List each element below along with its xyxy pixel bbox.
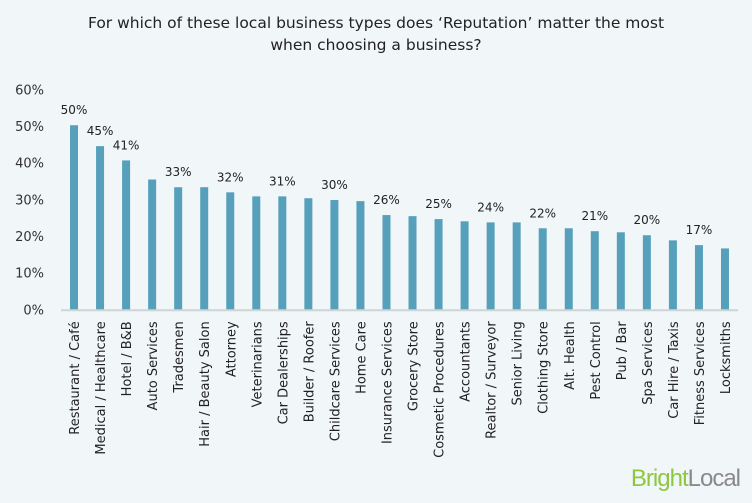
x-category-label: Car Dealerships [276,321,291,424]
data-label: 25% [425,197,452,211]
data-label: 26% [373,193,400,207]
data-label: 20% [634,213,661,227]
bar [720,248,729,310]
bar [616,232,625,310]
bar [668,240,677,310]
x-category-label: Pub / Bar [615,321,630,381]
bar [434,219,443,310]
chart-title: For which of these local business types … [0,12,752,56]
x-category-label: Car Hire / Taxis [667,321,682,419]
bar [408,216,417,310]
data-label: 31% [269,174,296,188]
bar [200,187,209,310]
bar [512,222,521,310]
x-category-label: Fitness Services [693,321,708,425]
x-category-label: Veterinarians [250,321,265,407]
x-category-label: Senior Living [511,321,526,405]
chart-title-line-1: For which of these local business types … [87,14,665,32]
x-category-label: Locksmiths [719,321,734,394]
bar [330,200,339,310]
bar [122,160,131,310]
bar [590,231,599,310]
x-category-label: Clothing Store [537,321,552,414]
bar [486,222,495,310]
bar [356,201,365,310]
x-category-label: Realtor / Surveyor [485,321,500,439]
data-label: 50% [61,103,88,117]
x-category-label: Cosmetic Procedures [433,321,448,458]
y-tick-label: 0% [23,303,44,318]
x-category-label: Tradesmen [172,321,187,393]
bar [226,192,235,310]
y-tick-label: 40% [15,157,44,172]
data-label: 30% [321,178,348,192]
y-tick-label: 60% [15,83,44,98]
data-label: 33% [165,165,192,179]
x-category-label: Pest Control [589,321,604,399]
y-tick-label: 20% [15,230,44,245]
bar [70,125,79,310]
bar [382,215,391,310]
x-category-label: Alt. Health [563,321,578,390]
x-category-label: Insurance Services [380,321,395,444]
x-category-label: Home Care [354,321,369,394]
data-label: 41% [113,138,140,152]
data-label: 32% [217,170,244,184]
x-category-label: Hair / Beauty Salon [198,321,213,446]
chart-title-line-2: when choosing a business? [270,36,482,54]
bar [564,228,573,310]
data-label: 17% [686,223,713,237]
data-label: 24% [477,200,504,214]
bar [252,196,261,310]
data-label: 22% [529,206,556,220]
x-category-label: Accountants [459,321,474,402]
x-category-label: Grocery Store [407,321,422,411]
x-category-label: Spa Services [641,321,656,405]
x-category-label: Auto Services [146,321,161,410]
bar [174,187,183,310]
x-category-label: Builder / Roofer [302,321,317,423]
x-category-label: Restaurant / Café [68,321,83,434]
data-label: 21% [581,209,608,223]
bar [642,235,651,310]
bar [538,228,547,310]
bar [460,221,469,310]
y-tick-label: 30% [15,193,44,208]
bar [694,245,703,310]
brightlocal-logo: BrightLocal [630,465,741,492]
bar [304,198,313,310]
data-label: 45% [87,124,114,138]
x-category-label: Medical / Healthcare [94,321,109,454]
bar [278,196,287,310]
y-tick-label: 50% [15,120,44,135]
x-category-label: Childcare Services [328,321,343,441]
y-tick-label: 10% [15,267,44,282]
x-category-label: Attorney [224,321,239,377]
x-category-label: Hotel / B&B [120,321,135,396]
bar [96,146,105,310]
bar [148,179,157,310]
